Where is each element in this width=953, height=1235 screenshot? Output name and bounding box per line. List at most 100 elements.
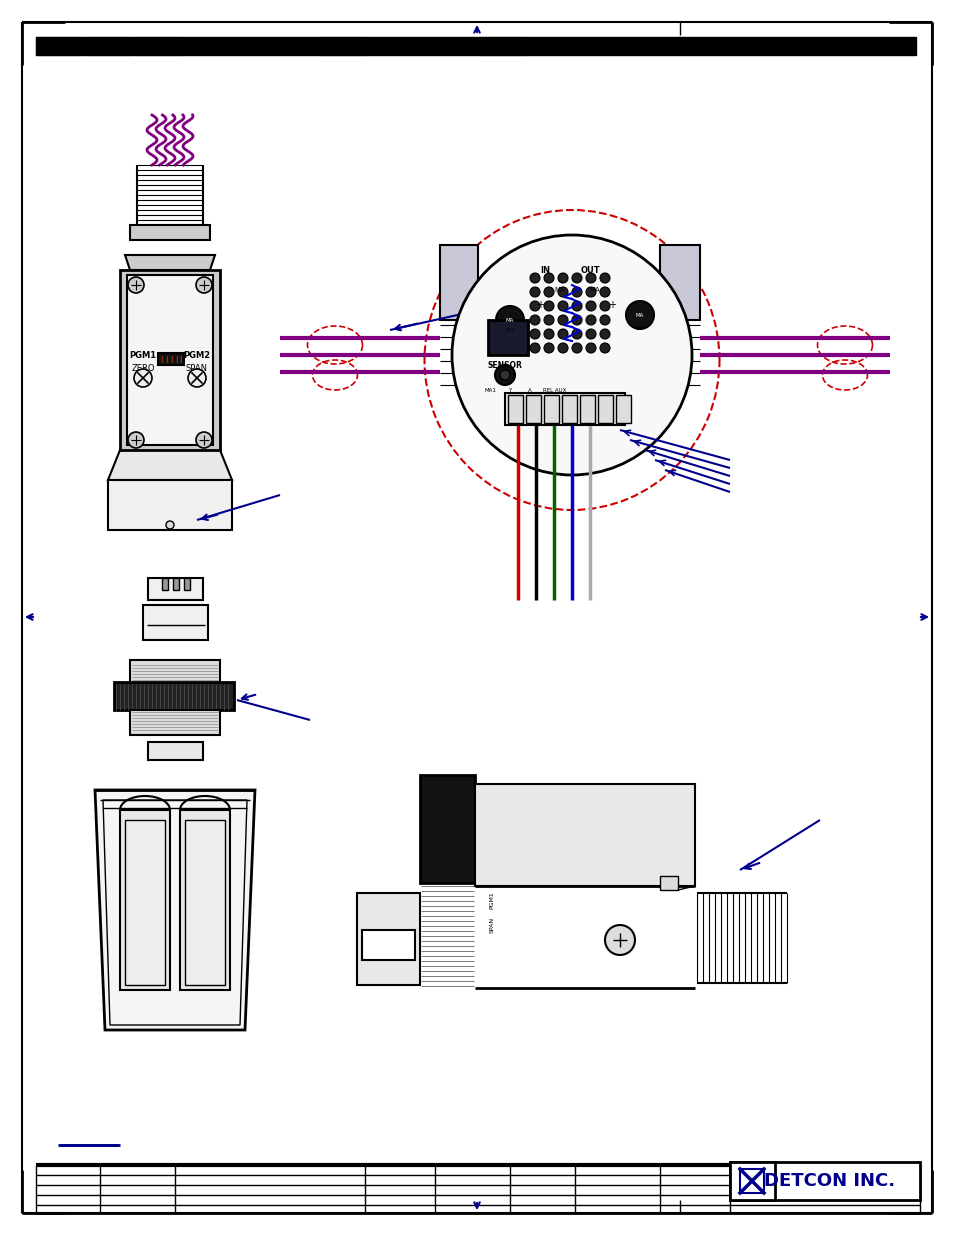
Bar	[319, 37, 365, 56]
Bar	[113, 682, 233, 710]
Bar	[143, 605, 208, 640]
Bar	[504, 393, 624, 425]
Text: +: +	[536, 300, 543, 310]
Circle shape	[585, 315, 596, 325]
Bar	[543, 395, 558, 424]
Circle shape	[572, 343, 581, 353]
Bar	[86, 37, 131, 56]
Text: REL AUX: REL AUX	[543, 388, 566, 393]
Bar	[125, 820, 165, 986]
Bar	[488, 320, 527, 354]
Text: A: A	[528, 388, 532, 393]
Circle shape	[558, 329, 567, 338]
Bar	[184, 578, 190, 590]
Circle shape	[543, 329, 554, 338]
Bar	[729, 1162, 919, 1200]
Text: |: |	[165, 356, 167, 363]
Bar	[659, 245, 700, 320]
Bar	[120, 270, 220, 450]
Circle shape	[530, 301, 539, 311]
Circle shape	[585, 273, 596, 283]
Circle shape	[128, 432, 144, 448]
Bar	[479, 37, 524, 56]
Bar	[598, 395, 613, 424]
Circle shape	[530, 329, 539, 338]
Circle shape	[530, 315, 539, 325]
Text: Y: Y	[508, 388, 511, 393]
Bar	[162, 578, 168, 590]
Bar	[148, 742, 203, 760]
Circle shape	[543, 315, 554, 325]
Circle shape	[495, 366, 515, 385]
Circle shape	[166, 521, 173, 529]
Bar	[127, 275, 213, 445]
Circle shape	[499, 370, 510, 380]
Text: MA: MA	[505, 317, 514, 322]
Text: DETCON INC.: DETCON INC.	[763, 1172, 895, 1191]
Circle shape	[530, 287, 539, 296]
Bar	[136, 37, 181, 56]
Polygon shape	[108, 450, 232, 480]
Text: |: |	[160, 356, 162, 363]
Text: |: |	[174, 356, 177, 363]
Text: +: +	[607, 300, 616, 310]
Text: PGM1: PGM1	[489, 892, 494, 909]
Circle shape	[188, 369, 206, 387]
Text: SPAN: SPAN	[489, 916, 494, 934]
Bar	[130, 659, 220, 685]
Circle shape	[572, 287, 581, 296]
Circle shape	[496, 306, 523, 333]
Circle shape	[558, 273, 567, 283]
Bar	[361, 930, 415, 960]
Text: MA: MA	[554, 287, 565, 293]
Text: |: |	[170, 356, 172, 363]
Text: PGM2: PGM2	[183, 351, 211, 359]
Circle shape	[585, 301, 596, 311]
Circle shape	[599, 287, 609, 296]
Polygon shape	[125, 254, 214, 270]
Bar	[659, 876, 678, 890]
Bar	[579, 395, 595, 424]
Bar	[185, 820, 225, 986]
Circle shape	[530, 343, 539, 353]
Text: SENSOR: SENSOR	[488, 361, 522, 369]
Circle shape	[543, 287, 554, 296]
Bar	[158, 353, 184, 366]
Circle shape	[599, 315, 609, 325]
Circle shape	[558, 301, 567, 311]
Bar	[525, 395, 540, 424]
Bar	[130, 225, 210, 240]
Text: 24V: 24V	[504, 327, 515, 332]
Circle shape	[195, 432, 212, 448]
Text: SPAN: SPAN	[186, 363, 208, 373]
Text: IN: IN	[539, 266, 550, 274]
Circle shape	[530, 273, 539, 283]
Bar	[507, 395, 522, 424]
Polygon shape	[95, 790, 254, 1030]
Text: |: |	[178, 356, 181, 363]
Polygon shape	[356, 893, 419, 986]
Text: MA1: MA1	[483, 388, 496, 393]
Circle shape	[133, 369, 152, 387]
Bar	[36, 37, 915, 56]
Circle shape	[558, 287, 567, 296]
Text: OUT: OUT	[579, 266, 599, 274]
Bar	[108, 480, 232, 530]
Bar	[130, 710, 220, 735]
Circle shape	[585, 287, 596, 296]
Circle shape	[585, 343, 596, 353]
Circle shape	[599, 343, 609, 353]
Bar	[36, 37, 81, 56]
Circle shape	[572, 301, 581, 311]
Circle shape	[543, 273, 554, 283]
Circle shape	[599, 273, 609, 283]
Text: MA: MA	[635, 312, 643, 317]
Bar	[120, 810, 170, 990]
Bar	[616, 395, 630, 424]
Bar	[729, 1162, 774, 1200]
Circle shape	[599, 301, 609, 311]
Bar	[180, 810, 230, 990]
Circle shape	[543, 343, 554, 353]
Circle shape	[599, 329, 609, 338]
Text: MA: MA	[589, 287, 599, 293]
